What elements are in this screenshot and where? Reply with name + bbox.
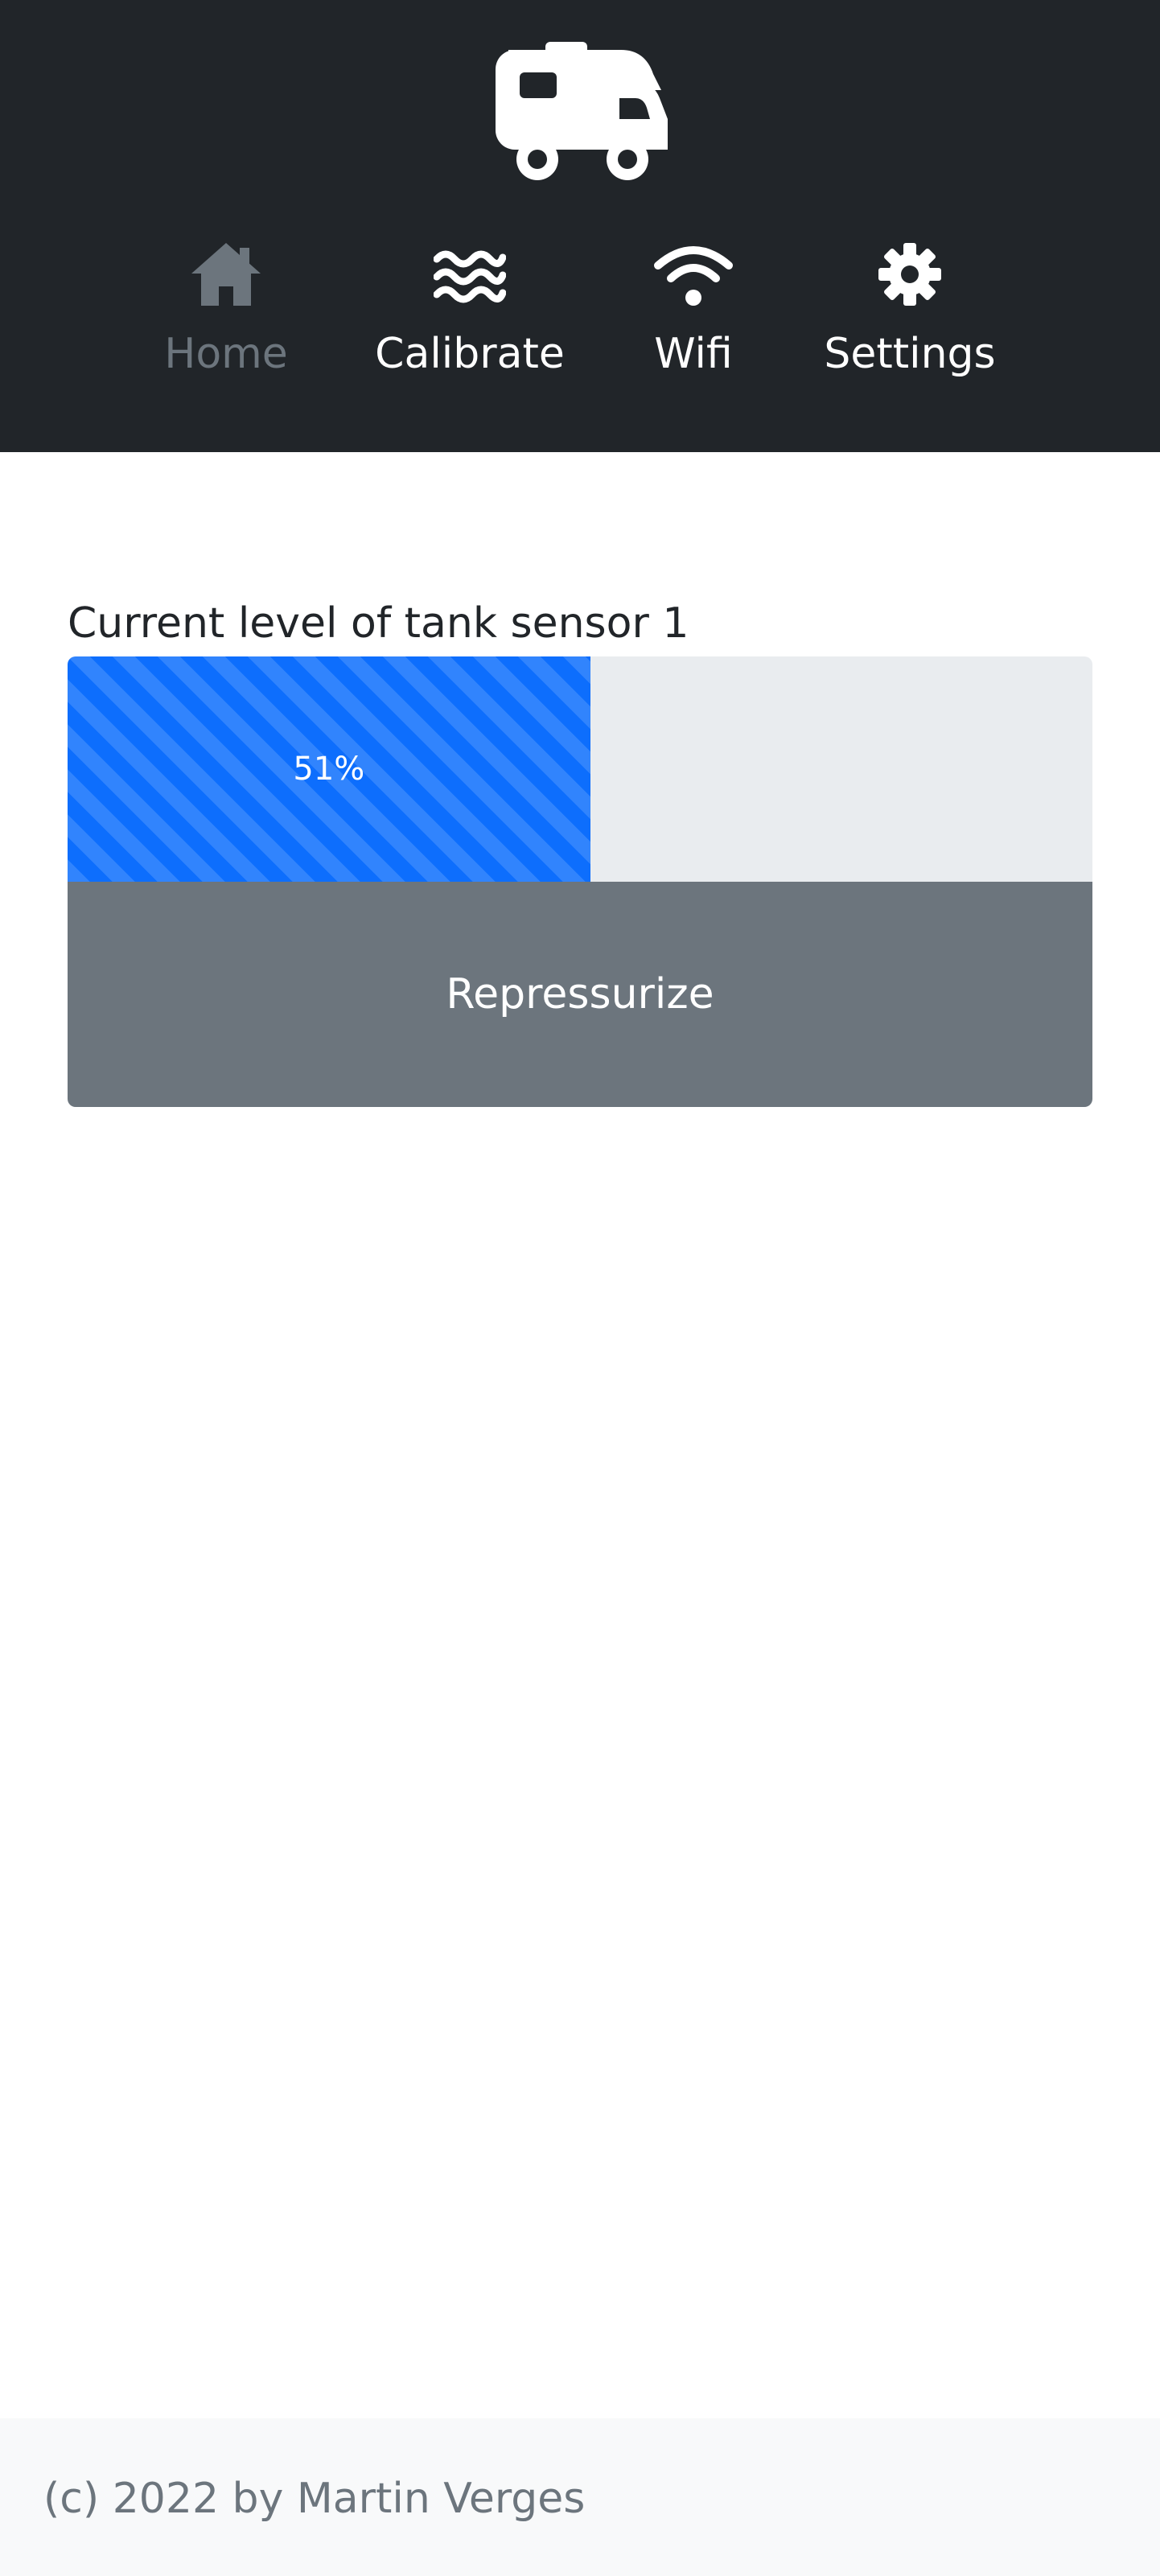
tank-level-text: 51% bbox=[293, 751, 365, 788]
copyright-text: (c) 2022 by Martin Verges bbox=[43, 2475, 586, 2523]
nav-wifi[interactable]: Wifi bbox=[648, 241, 738, 378]
nav-home-label: Home bbox=[164, 330, 288, 378]
home-icon bbox=[191, 243, 261, 306]
gear-icon bbox=[878, 243, 941, 306]
repressurize-button[interactable]: Repressurize bbox=[68, 882, 1092, 1107]
nav-calibrate-label: Calibrate bbox=[375, 330, 565, 378]
nav-settings-label: Settings bbox=[824, 330, 996, 378]
tank-sensor-label: Current level of tank sensor 1 bbox=[68, 599, 689, 648]
wifi-icon bbox=[654, 246, 733, 306]
app-header: Home Calibrate Wifi bbox=[0, 0, 1160, 452]
caravan-icon bbox=[496, 42, 668, 180]
nav-home[interactable]: Home bbox=[164, 241, 288, 378]
nav-calibrate[interactable]: Calibrate bbox=[375, 241, 565, 378]
water-waves-icon bbox=[434, 250, 506, 303]
tank-level-fill: 51% bbox=[68, 656, 590, 882]
tank-level-progress: 51% bbox=[68, 656, 1092, 882]
footer: (c) 2022 by Martin Verges bbox=[0, 2418, 1160, 2576]
nav-wifi-label: Wifi bbox=[654, 330, 733, 378]
main-nav: Home Calibrate Wifi bbox=[0, 241, 1160, 386]
nav-settings[interactable]: Settings bbox=[822, 241, 998, 378]
